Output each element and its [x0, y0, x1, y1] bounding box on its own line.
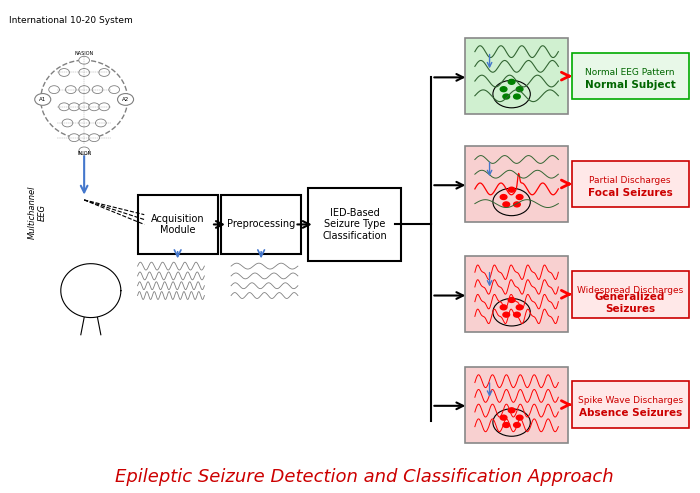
Circle shape — [62, 119, 73, 127]
Circle shape — [65, 86, 76, 94]
Circle shape — [59, 69, 69, 76]
Circle shape — [503, 202, 510, 207]
Text: Normal EEG Pattern: Normal EEG Pattern — [585, 68, 675, 77]
Text: INION: INION — [77, 151, 91, 156]
Circle shape — [79, 134, 90, 141]
Text: Spike Wave Discharges: Spike Wave Discharges — [578, 396, 682, 405]
Text: A2: A2 — [122, 97, 130, 102]
FancyBboxPatch shape — [465, 146, 568, 222]
Text: Absence Seizures: Absence Seizures — [578, 408, 682, 419]
FancyBboxPatch shape — [465, 256, 568, 332]
FancyBboxPatch shape — [465, 38, 568, 114]
Circle shape — [500, 195, 507, 200]
Circle shape — [514, 312, 520, 317]
Circle shape — [500, 415, 507, 420]
Circle shape — [35, 94, 51, 106]
Text: Generalized
Seizures: Generalized Seizures — [595, 292, 665, 314]
Circle shape — [89, 103, 99, 111]
FancyBboxPatch shape — [572, 271, 689, 317]
Circle shape — [79, 56, 90, 64]
Circle shape — [89, 134, 99, 141]
Text: Epileptic Seizure Detection and Classification Approach: Epileptic Seizure Detection and Classifi… — [116, 468, 614, 486]
Circle shape — [69, 103, 80, 111]
Circle shape — [503, 94, 510, 99]
Text: Widespread Discharges: Widespread Discharges — [577, 286, 683, 295]
FancyBboxPatch shape — [572, 161, 689, 207]
Circle shape — [508, 298, 515, 302]
Circle shape — [508, 408, 515, 413]
Text: NASION: NASION — [74, 51, 94, 56]
Circle shape — [500, 87, 507, 92]
FancyBboxPatch shape — [572, 381, 689, 428]
Circle shape — [517, 415, 523, 420]
Circle shape — [517, 305, 523, 310]
Circle shape — [92, 86, 103, 94]
FancyBboxPatch shape — [308, 188, 401, 261]
Circle shape — [69, 134, 80, 141]
Circle shape — [79, 147, 90, 155]
Circle shape — [79, 103, 90, 111]
Circle shape — [99, 69, 109, 76]
Circle shape — [118, 94, 134, 106]
Circle shape — [503, 423, 510, 427]
Circle shape — [109, 86, 120, 94]
FancyBboxPatch shape — [572, 53, 689, 100]
Text: Focal Seizures: Focal Seizures — [588, 188, 673, 198]
FancyBboxPatch shape — [465, 367, 568, 443]
Circle shape — [79, 69, 90, 76]
Circle shape — [514, 423, 520, 427]
Text: Multichannel
EEG: Multichannel EEG — [28, 185, 47, 239]
Circle shape — [508, 187, 515, 192]
Circle shape — [79, 119, 90, 127]
Text: IED-Based
Seizure Type
Classification: IED-Based Seizure Type Classification — [322, 208, 387, 241]
Circle shape — [95, 119, 106, 127]
FancyBboxPatch shape — [221, 195, 301, 254]
Text: A1: A1 — [39, 97, 46, 102]
Circle shape — [79, 86, 90, 94]
Text: Preprocessing: Preprocessing — [227, 219, 295, 229]
Circle shape — [59, 103, 69, 111]
Circle shape — [514, 202, 520, 207]
Circle shape — [508, 79, 515, 84]
FancyBboxPatch shape — [138, 195, 218, 254]
Text: Partial Discharges: Partial Discharges — [589, 176, 671, 184]
Circle shape — [517, 87, 523, 92]
Circle shape — [500, 305, 507, 310]
Circle shape — [99, 103, 109, 111]
Text: International 10-20 System: International 10-20 System — [9, 16, 133, 25]
Text: Normal Subject: Normal Subject — [584, 80, 676, 90]
Circle shape — [503, 312, 510, 317]
Circle shape — [517, 195, 523, 200]
Circle shape — [514, 94, 520, 99]
Text: Acquisition
Module: Acquisition Module — [150, 213, 204, 235]
Circle shape — [49, 86, 60, 94]
